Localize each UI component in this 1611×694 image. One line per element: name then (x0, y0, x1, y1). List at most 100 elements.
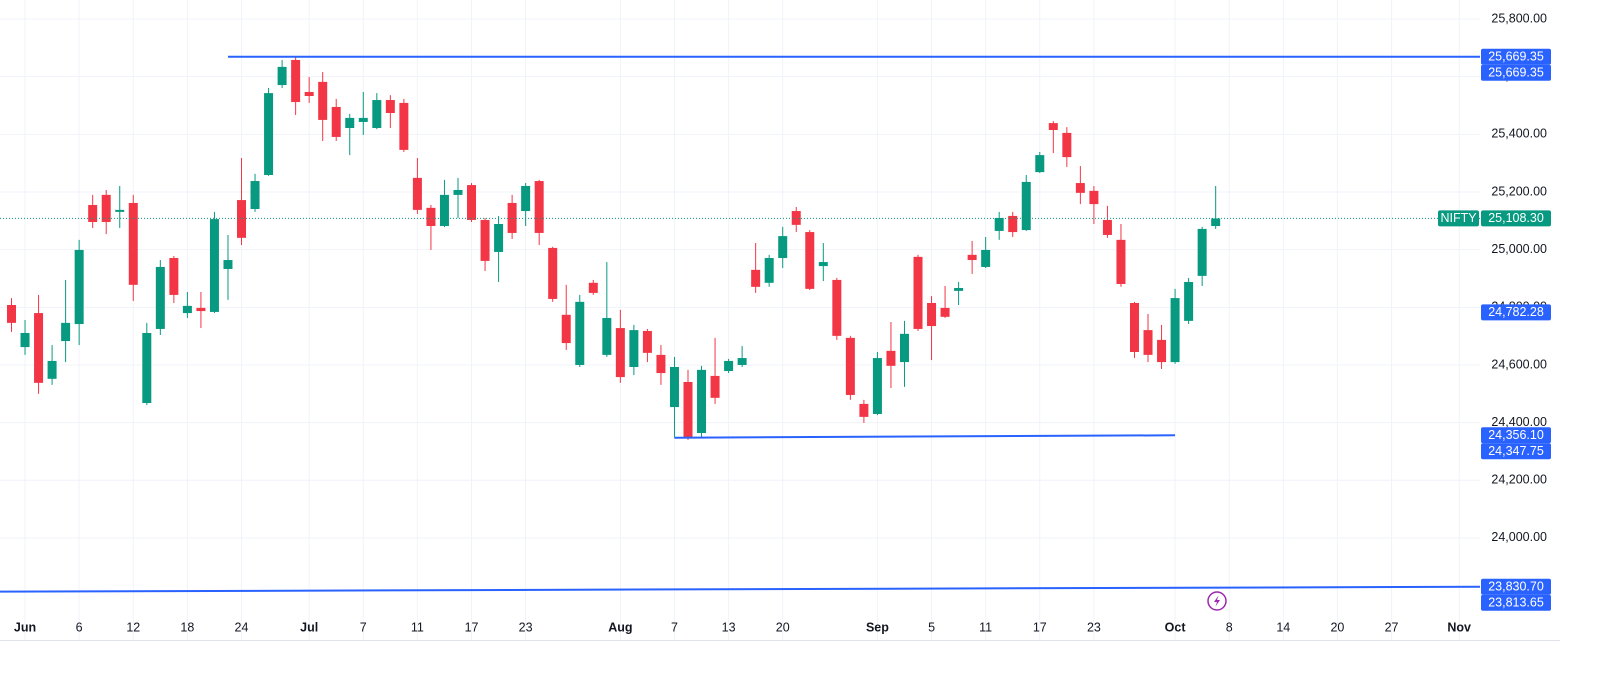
candle-body (1116, 239, 1126, 284)
x-tick-label: 5 (928, 620, 935, 634)
candle-body (521, 185, 531, 212)
y-tick-label: 25,200.00 (1491, 184, 1547, 198)
price-marker-label: 24,782.28 (1488, 305, 1544, 319)
candle-body (385, 100, 395, 114)
candle-body (967, 254, 977, 261)
trend-line (674, 434, 1176, 439)
price-marker-label-box (1481, 304, 1551, 321)
candle-body (751, 269, 761, 287)
candle-body (927, 302, 937, 327)
candle-body (724, 360, 734, 372)
line-price-label-box (1481, 48, 1551, 65)
candle-body (872, 358, 882, 414)
candle-body (954, 288, 964, 291)
x-tick-label: 7 (671, 620, 678, 634)
candle-body (737, 358, 747, 365)
candle-body (588, 282, 598, 293)
candle-body (169, 258, 179, 295)
x-tick-label: 23 (1087, 620, 1101, 634)
line-price-label: 24,347.75 (1488, 444, 1544, 458)
candle-body (886, 350, 896, 366)
x-tick-label: Oct (1165, 620, 1187, 634)
line-price-label: 25,669.35 (1488, 65, 1544, 79)
candle-body (818, 262, 828, 267)
candle-body (196, 307, 206, 312)
symbol-box (1438, 210, 1479, 227)
candle-body (1184, 281, 1194, 321)
candle-body (1170, 298, 1180, 363)
y-tick-label: 24,600.00 (1491, 357, 1547, 371)
candle-body (1089, 190, 1099, 205)
x-tick-label: 17 (465, 620, 479, 634)
candle-body (534, 181, 544, 233)
candle-body (480, 219, 490, 261)
candle-body (548, 247, 558, 299)
candle-body (128, 202, 138, 285)
x-tick-label: 11 (411, 620, 424, 634)
candle-body (277, 66, 287, 86)
y-tick-label: 24,400.00 (1491, 415, 1547, 429)
candle-body (1048, 123, 1058, 131)
event-icon[interactable] (1207, 591, 1227, 611)
x-tick-label: Jun (14, 620, 36, 634)
x-tick-label: Sep (866, 620, 889, 634)
candle-body (318, 81, 328, 120)
candle-body (1008, 215, 1018, 233)
x-tick-label: 23 (519, 620, 533, 634)
y-tick-label: 25,000.00 (1491, 242, 1547, 256)
candle-body (859, 403, 869, 417)
candle-body (209, 219, 219, 312)
candle-body (1197, 228, 1207, 276)
candle-body (575, 301, 585, 365)
candle-body (615, 328, 625, 378)
candle-body (683, 381, 693, 438)
last-price-label: 25,108.30 (1488, 211, 1544, 225)
line-price-label-box (1481, 443, 1551, 460)
x-tick-label: 18 (180, 620, 194, 634)
candle-body (467, 185, 477, 220)
x-tick-label: 14 (1276, 620, 1290, 634)
x-tick-label: 17 (1033, 620, 1047, 634)
candle-body (34, 313, 44, 383)
candle-body (656, 354, 666, 374)
candle-body (264, 93, 274, 175)
plot-area (0, 55, 1481, 593)
candle-body (805, 232, 815, 289)
candle-body (20, 332, 30, 348)
candle-body (629, 330, 639, 367)
line-price-label-box (1481, 594, 1551, 611)
candle-body (291, 59, 301, 103)
candle-body (155, 266, 165, 329)
candle-body (331, 106, 341, 137)
candle-body (372, 100, 382, 128)
candle-body (940, 307, 950, 317)
line-price-label: 25,669.35 (1488, 49, 1544, 63)
candle-body (223, 260, 233, 269)
candle-body (994, 217, 1004, 231)
candle-body (426, 207, 436, 227)
candle-body (602, 317, 612, 355)
x-tick-label: 8 (1226, 620, 1233, 634)
candle-body (642, 330, 652, 353)
candle-body (778, 236, 788, 259)
candle-body (101, 194, 111, 222)
line-price-label-box (1481, 427, 1551, 444)
candle-body (1021, 181, 1031, 231)
trend-line (0, 585, 1481, 593)
x-tick-label: 24 (235, 620, 249, 634)
candle-body (899, 333, 909, 363)
candle-body (453, 189, 463, 195)
candle-body (115, 209, 125, 212)
candle-body (47, 360, 57, 379)
grid (0, 0, 1480, 640)
candle-body (412, 177, 422, 210)
last-price-label-box (1481, 210, 1551, 227)
candle-body (1075, 183, 1085, 193)
line-price-label: 23,830.70 (1488, 580, 1544, 594)
candle-body (142, 332, 152, 404)
candle-body (358, 117, 368, 122)
candle-body (345, 117, 355, 128)
candle-body (1102, 219, 1112, 235)
